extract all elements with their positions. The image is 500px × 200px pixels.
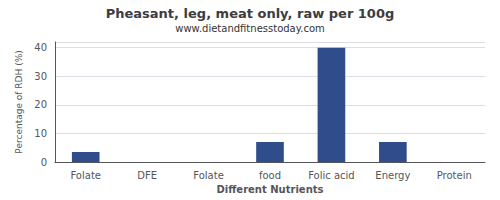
svg-text:Folate: Folate [193,170,224,181]
svg-text:www.dietandfitnesstoday.com: www.dietandfitnesstoday.com [175,23,324,34]
svg-text:Percentage of RDH (%): Percentage of RDH (%) [14,50,24,153]
svg-text:20: 20 [34,99,47,110]
svg-text:10: 10 [34,128,47,139]
svg-text:Different Nutrients: Different Nutrients [217,184,324,195]
svg-text:DFE: DFE [137,170,157,181]
svg-text:Protein: Protein [437,170,472,181]
svg-text:food: food [259,170,281,181]
svg-text:0: 0 [41,157,47,168]
svg-text:40: 40 [34,42,47,53]
svg-text:Pheasant, leg, meat only, raw: Pheasant, leg, meat only, raw per 100g [106,6,395,21]
svg-text:Folic acid: Folic acid [308,170,355,181]
svg-text:Folate: Folate [70,170,101,181]
svg-text:Energy: Energy [375,170,410,181]
svg-text:30: 30 [34,71,47,82]
